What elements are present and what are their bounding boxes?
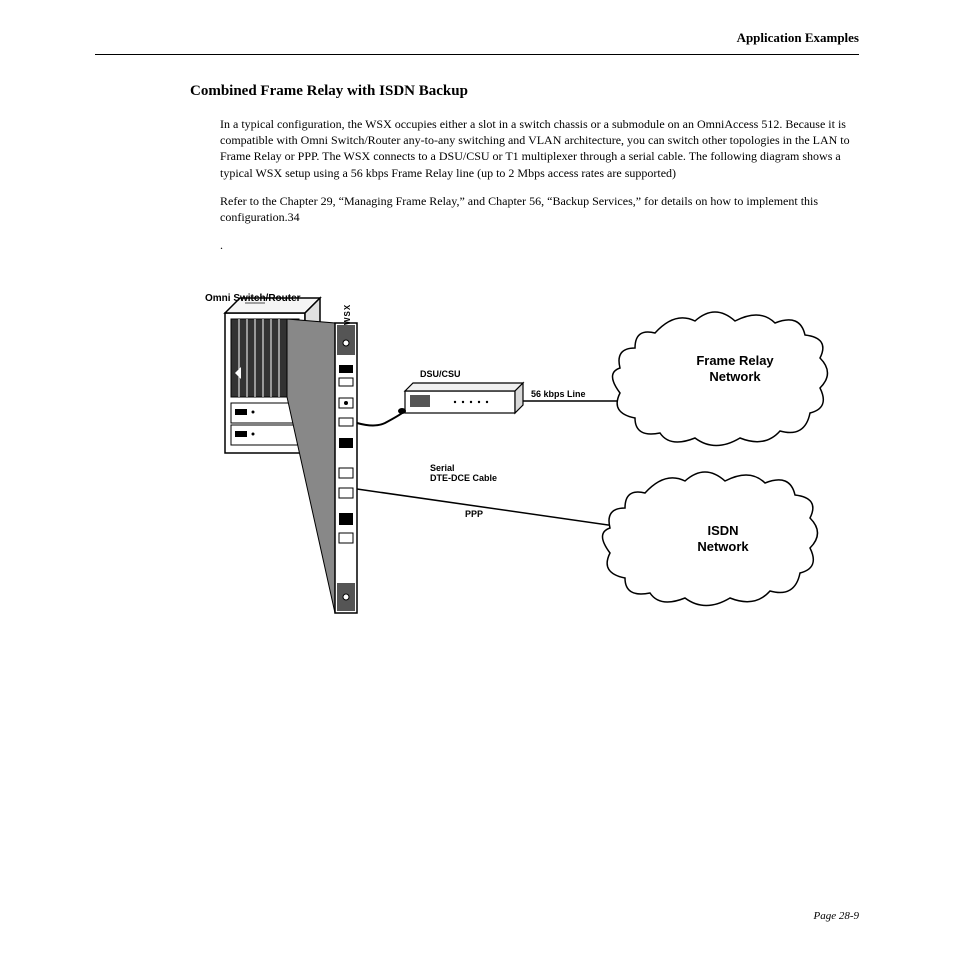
- serial-label-1: Serial: [430, 463, 455, 473]
- cloud1-label: Frame Relay Network: [675, 353, 795, 384]
- paragraph-2: Refer to the Chapter 29, “Managing Frame…: [220, 193, 859, 225]
- serial-cable: [357, 411, 405, 426]
- serial-label-2: DTE-DCE Cable: [430, 473, 497, 483]
- diagram: Omni Switch/Router WSX DSU/CSU 56 kbps L…: [205, 273, 859, 653]
- dsu-label: DSU/CSU: [420, 369, 461, 379]
- cloud2-label: ISDN Network: [663, 523, 783, 554]
- cloud2-line1: ISDN: [707, 523, 738, 538]
- dot: .: [220, 237, 859, 253]
- switch-label: Omni Switch/Router: [205, 293, 301, 304]
- page-container: Application Examples Combined Frame Rela…: [0, 0, 954, 954]
- dsu-csu-box: [405, 383, 523, 413]
- section-title: Combined Frame Relay with ISDN Backup: [190, 83, 859, 100]
- paragraph-1: In a typical configuration, the WSX occu…: [220, 116, 859, 181]
- cloud1-line2: Network: [709, 369, 760, 384]
- cloud1-line1: Frame Relay: [696, 353, 773, 368]
- cloud2-line2: Network: [697, 539, 748, 554]
- wsx-card-zoom: [287, 319, 357, 613]
- cable-connector: [398, 408, 406, 414]
- ppp-label: PPP: [465, 509, 483, 519]
- page-number: Page 28-9: [813, 910, 859, 922]
- line-label: 56 kbps Line: [531, 389, 586, 399]
- ppp-line: [357, 489, 650, 531]
- header-rule: [95, 54, 859, 55]
- diagram-svg: [205, 273, 905, 653]
- wsx-label: WSX: [343, 304, 352, 325]
- header-section: Application Examples: [95, 30, 859, 46]
